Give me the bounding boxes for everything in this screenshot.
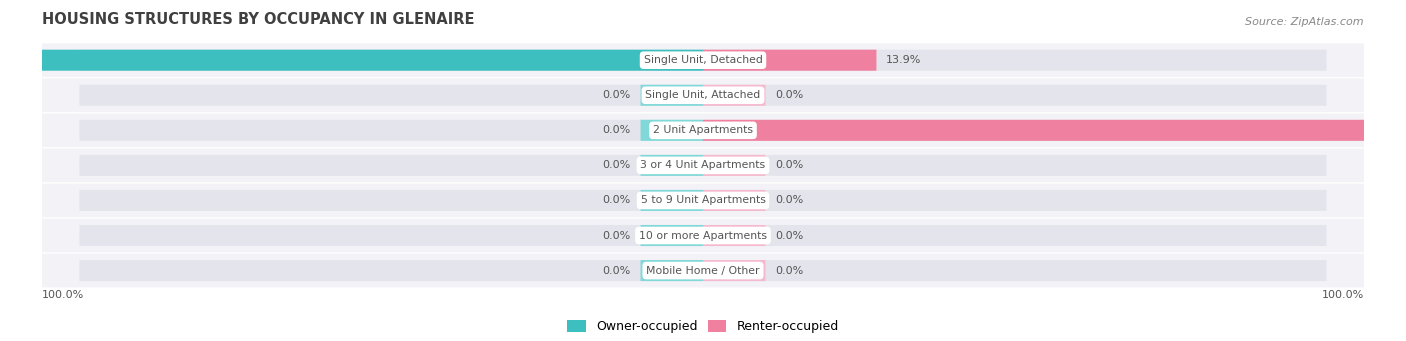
- Text: HOUSING STRUCTURES BY OCCUPANCY IN GLENAIRE: HOUSING STRUCTURES BY OCCUPANCY IN GLENA…: [42, 12, 475, 27]
- FancyBboxPatch shape: [703, 50, 876, 71]
- Text: 0.0%: 0.0%: [775, 266, 804, 276]
- FancyBboxPatch shape: [0, 50, 703, 71]
- FancyBboxPatch shape: [42, 114, 1364, 147]
- FancyBboxPatch shape: [641, 155, 703, 176]
- FancyBboxPatch shape: [703, 190, 765, 211]
- Text: 0.0%: 0.0%: [602, 231, 631, 240]
- FancyBboxPatch shape: [703, 260, 765, 281]
- FancyBboxPatch shape: [80, 155, 1326, 176]
- Text: 100.0%: 100.0%: [42, 290, 84, 300]
- FancyBboxPatch shape: [703, 225, 765, 246]
- FancyBboxPatch shape: [80, 85, 1326, 106]
- FancyBboxPatch shape: [42, 254, 1364, 287]
- FancyBboxPatch shape: [80, 50, 1326, 71]
- Text: 10 or more Apartments: 10 or more Apartments: [638, 231, 768, 240]
- FancyBboxPatch shape: [80, 190, 1326, 211]
- FancyBboxPatch shape: [641, 225, 703, 246]
- Text: 0.0%: 0.0%: [775, 160, 804, 170]
- FancyBboxPatch shape: [42, 219, 1364, 252]
- FancyBboxPatch shape: [80, 260, 1326, 281]
- Text: Source: ZipAtlas.com: Source: ZipAtlas.com: [1246, 17, 1364, 27]
- Text: 0.0%: 0.0%: [602, 90, 631, 100]
- Legend: Owner-occupied, Renter-occupied: Owner-occupied, Renter-occupied: [562, 315, 844, 338]
- Text: 0.0%: 0.0%: [775, 90, 804, 100]
- Text: 0.0%: 0.0%: [602, 125, 631, 135]
- FancyBboxPatch shape: [703, 155, 765, 176]
- FancyBboxPatch shape: [641, 85, 703, 106]
- Text: 0.0%: 0.0%: [775, 231, 804, 240]
- Text: Single Unit, Attached: Single Unit, Attached: [645, 90, 761, 100]
- FancyBboxPatch shape: [42, 149, 1364, 182]
- Text: 2 Unit Apartments: 2 Unit Apartments: [652, 125, 754, 135]
- Text: 3 or 4 Unit Apartments: 3 or 4 Unit Apartments: [641, 160, 765, 170]
- Text: 0.0%: 0.0%: [602, 266, 631, 276]
- FancyBboxPatch shape: [42, 183, 1364, 217]
- FancyBboxPatch shape: [703, 85, 765, 106]
- FancyBboxPatch shape: [80, 120, 1326, 141]
- FancyBboxPatch shape: [80, 225, 1326, 246]
- FancyBboxPatch shape: [42, 78, 1364, 112]
- Text: 0.0%: 0.0%: [602, 160, 631, 170]
- Text: Single Unit, Detached: Single Unit, Detached: [644, 55, 762, 65]
- FancyBboxPatch shape: [641, 190, 703, 211]
- Text: 100.0%: 100.0%: [1322, 290, 1364, 300]
- FancyBboxPatch shape: [42, 43, 1364, 77]
- Text: 0.0%: 0.0%: [775, 195, 804, 205]
- FancyBboxPatch shape: [641, 260, 703, 281]
- Text: 5 to 9 Unit Apartments: 5 to 9 Unit Apartments: [641, 195, 765, 205]
- Text: Mobile Home / Other: Mobile Home / Other: [647, 266, 759, 276]
- Text: 13.9%: 13.9%: [886, 55, 922, 65]
- FancyBboxPatch shape: [641, 120, 703, 141]
- Text: 0.0%: 0.0%: [602, 195, 631, 205]
- FancyBboxPatch shape: [703, 120, 1406, 141]
